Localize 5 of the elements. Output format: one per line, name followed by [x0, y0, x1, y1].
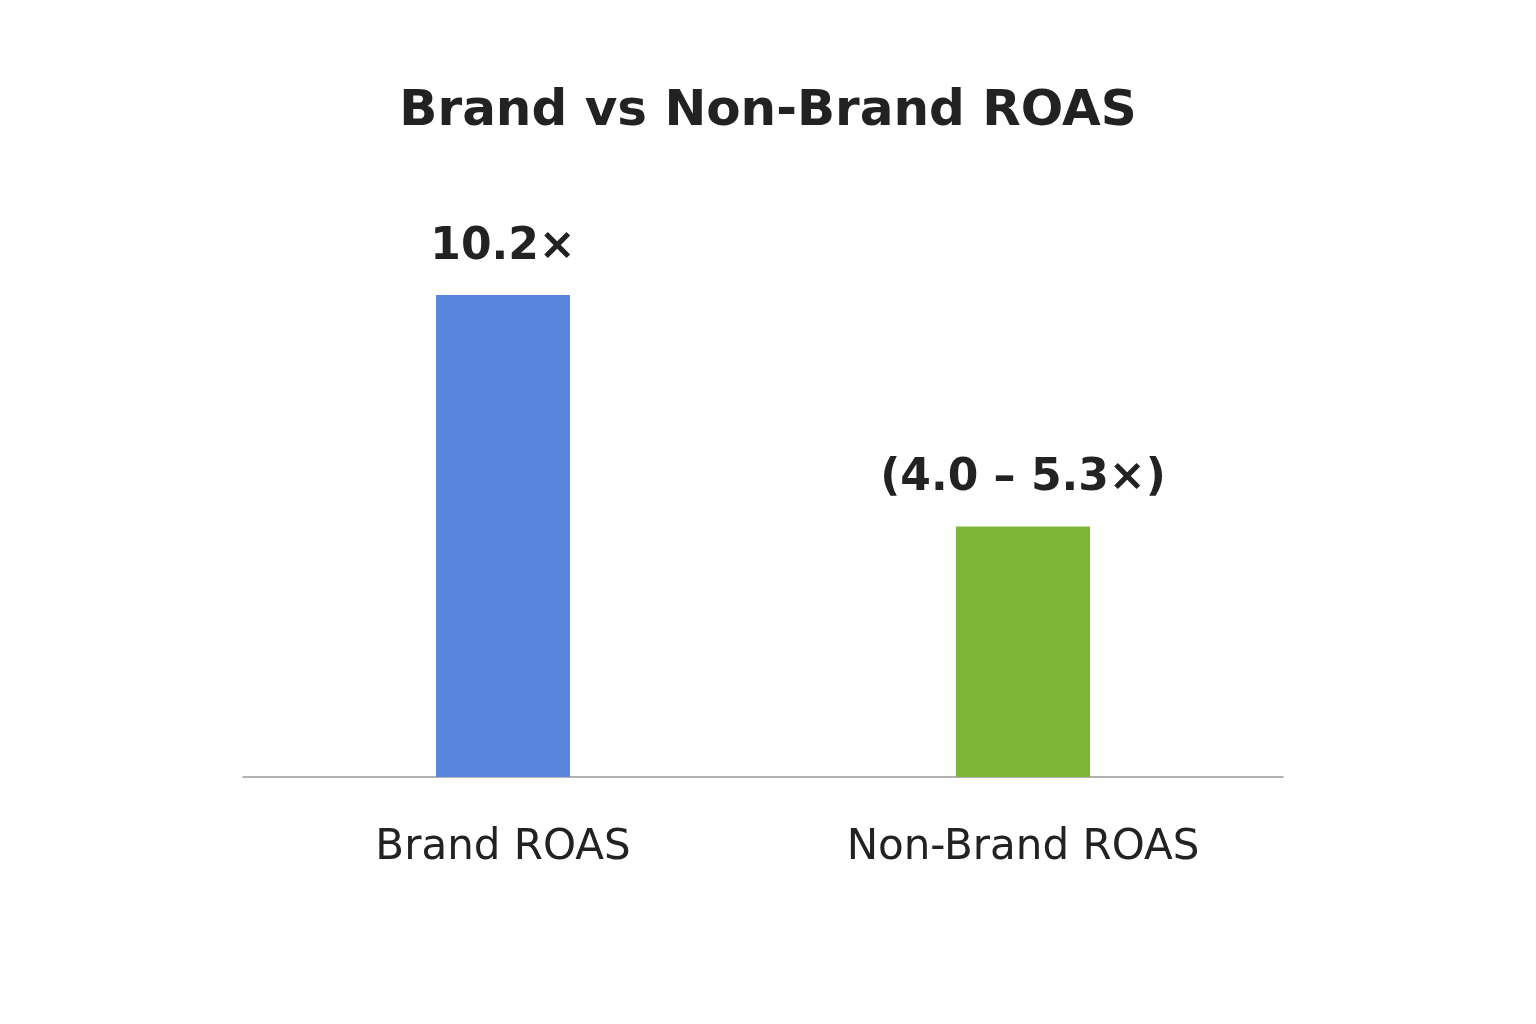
- chart-title: Brand vs Non-Brand ROAS: [399, 79, 1137, 137]
- x-tick-label: Non-Brand ROAS: [846, 819, 1200, 869]
- x-tick-label: Brand ROAS: [375, 819, 631, 869]
- data-label: 10.2×: [430, 217, 576, 269]
- data-label: (4.0 – 5.3×): [880, 449, 1166, 501]
